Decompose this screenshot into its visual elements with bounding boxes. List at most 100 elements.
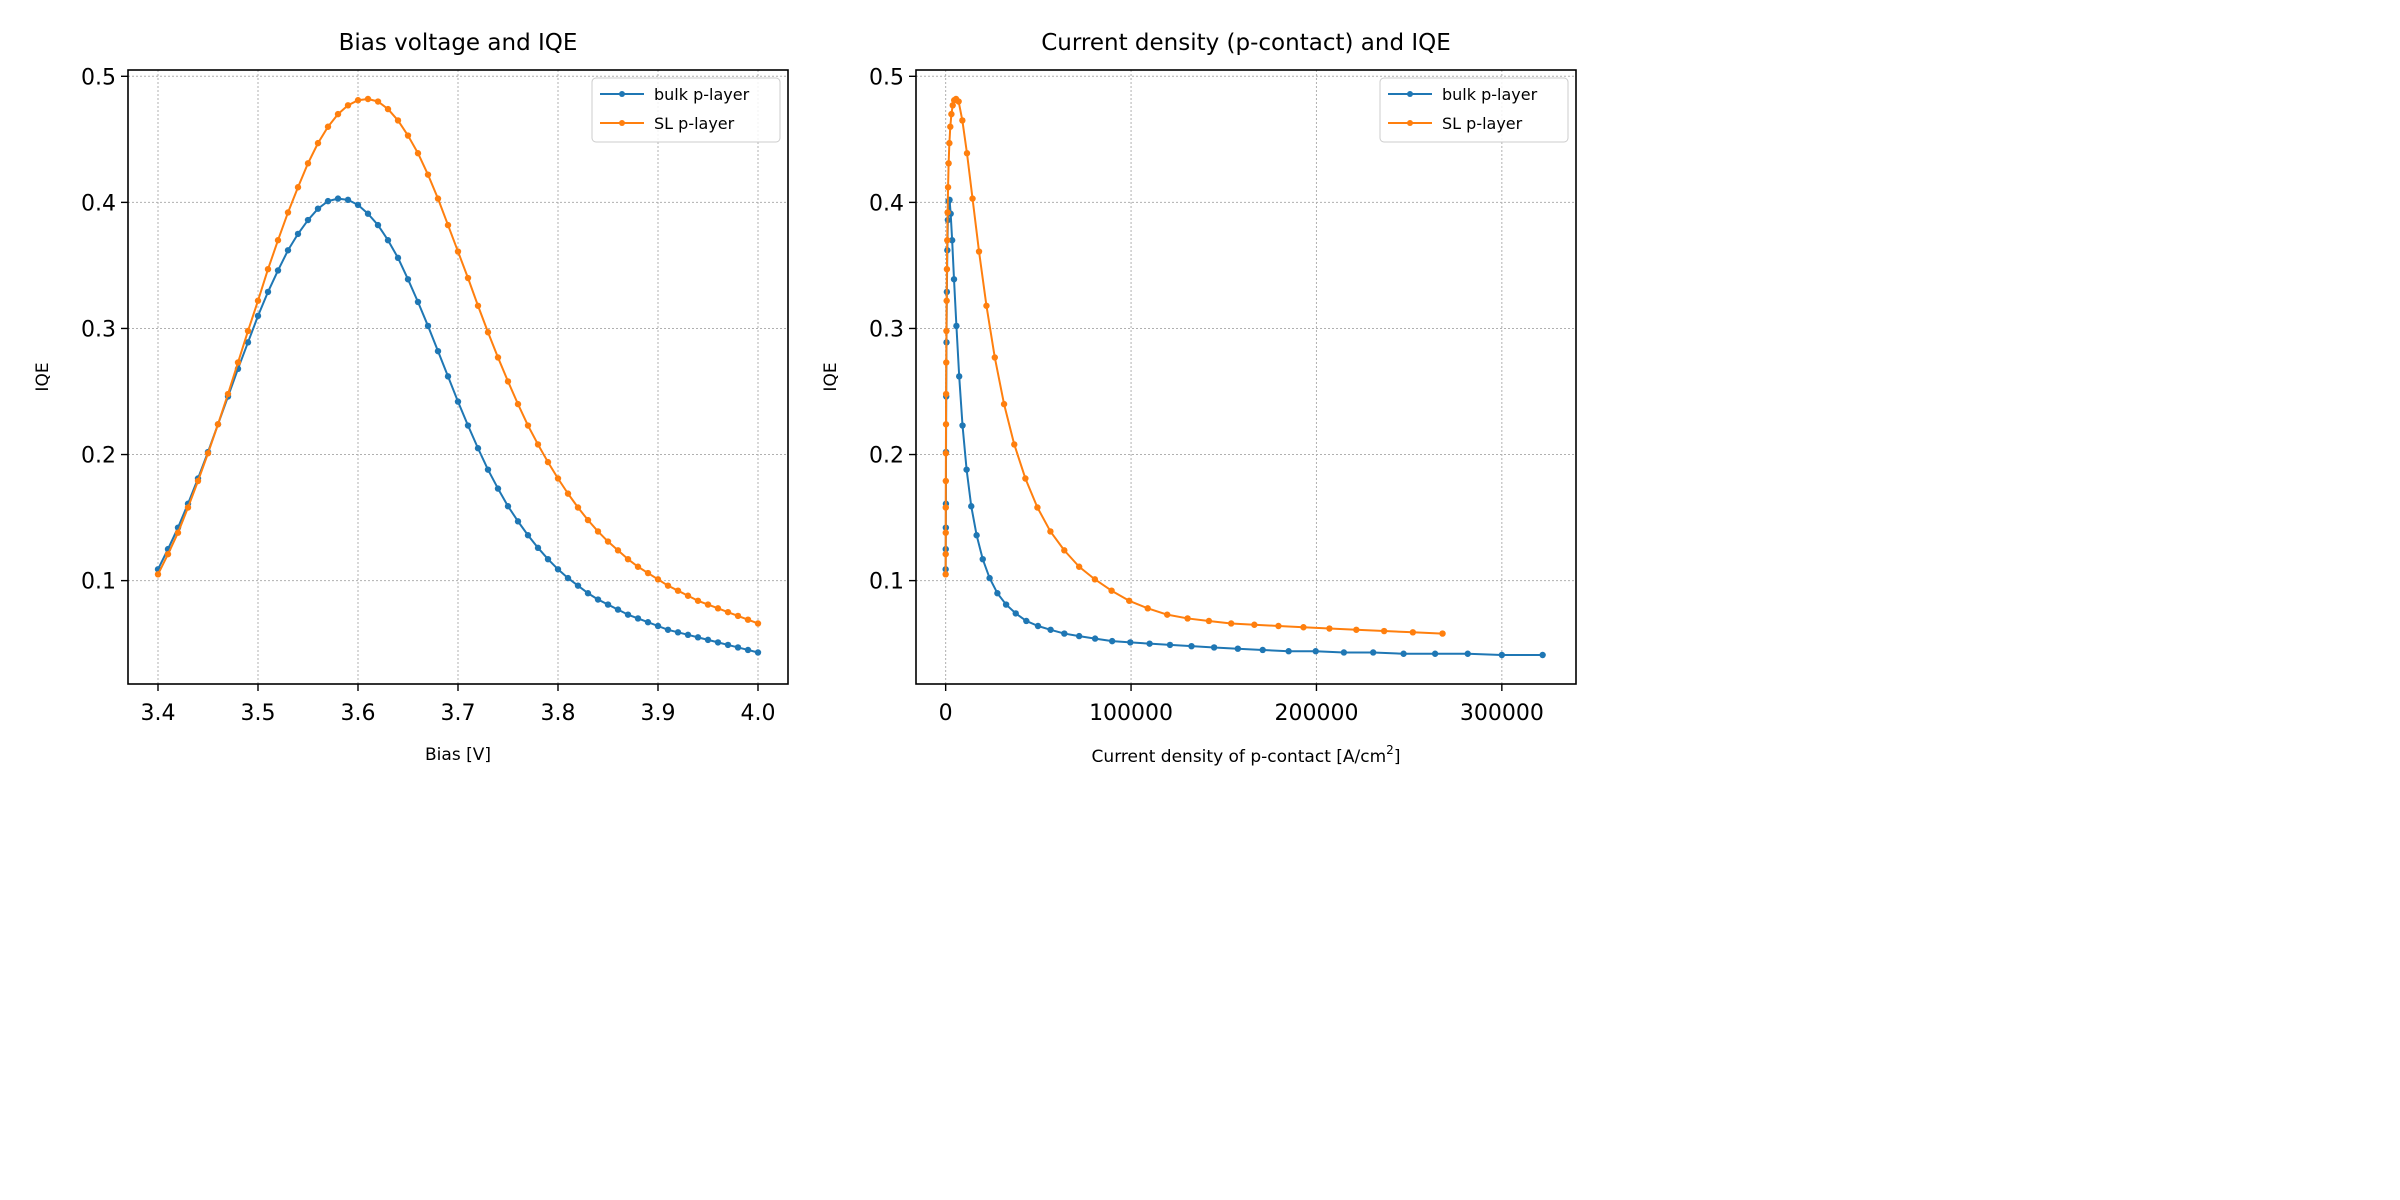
right-data-point-sl	[943, 297, 950, 304]
right-data-point-bulk	[953, 322, 960, 330]
right-data-point-bulk	[994, 590, 1001, 597]
left-data-point-sl	[734, 612, 742, 620]
left-data-point-bulk	[434, 347, 442, 355]
left-data-point-sl	[354, 97, 362, 104]
left-data-point-sl	[274, 237, 282, 244]
left-plot-frame	[127, 69, 789, 685]
left-x-axis-label: Bias [V]	[425, 745, 491, 765]
left-data-point-bulk	[464, 422, 472, 429]
left-data-point-bulk	[274, 267, 282, 274]
right-data-point-bulk	[1127, 639, 1134, 646]
right-data-point-bulk	[1166, 641, 1174, 649]
right-data-point-sl	[1184, 615, 1191, 622]
left-data-point-sl	[424, 171, 432, 178]
left-data-point-bulk	[354, 201, 362, 209]
right-data-point-sl	[1000, 400, 1008, 408]
right-data-point-sl	[955, 98, 962, 105]
right-data-point-sl	[942, 450, 950, 457]
left-data-point-bulk	[564, 574, 572, 582]
right-y-tick-label: 0.4	[869, 191, 904, 216]
left-data-point-bulk	[634, 615, 642, 622]
left-data-point-bulk	[404, 276, 412, 283]
left-data-point-bulk	[654, 622, 662, 630]
left-gridlines	[128, 70, 788, 684]
left-data-point-sl	[564, 490, 572, 497]
left-data-point-sl	[304, 160, 312, 167]
right-data-point-sl	[1380, 627, 1388, 635]
left-x-ticks: 3.4 3.5 3.6 3.7 3.8 3.9 4.0	[141, 684, 776, 726]
left-data-point-bulk	[344, 196, 352, 204]
right-data-point-sl	[1011, 441, 1018, 448]
left-data-point-sl	[514, 400, 522, 408]
right-data-point-sl	[975, 248, 983, 255]
left-legend: bulk p-layer SL p-layer	[591, 77, 781, 143]
left-legend-marker-bulk	[619, 91, 625, 97]
left-data-point-sl	[724, 608, 732, 616]
right-y-tick-label: 0.2	[869, 444, 904, 469]
right-data-point-sl	[1091, 576, 1099, 583]
right-data-point-bulk	[1210, 644, 1218, 651]
right-y-axis-label: IQE	[821, 362, 841, 391]
left-data-point-sl	[484, 329, 492, 336]
left-data-point-sl	[264, 266, 272, 273]
left-data-point-sl	[704, 601, 712, 608]
right-data-point-bulk	[1023, 617, 1030, 625]
right-data-point-bulk	[1012, 610, 1019, 617]
left-data-point-bulk	[574, 582, 582, 589]
right-data-point-sl	[959, 117, 966, 124]
right-data-point-bulk	[1075, 632, 1083, 640]
right-data-point-sl	[969, 195, 976, 202]
right-data-point-sl	[1353, 626, 1360, 633]
right-data-point-bulk	[1498, 651, 1506, 659]
left-data-point-bulk	[744, 646, 752, 654]
right-data-point-sl	[942, 477, 950, 485]
left-data-point-sl	[554, 475, 562, 482]
left-data-point-sl	[754, 620, 762, 627]
left-data-point-bulk	[734, 644, 742, 651]
left-chart-title: Bias voltage and IQE	[339, 30, 578, 56]
right-data-point-bulk	[1259, 646, 1266, 654]
right-data-point-bulk	[963, 466, 970, 473]
right-x-axis-label-end: ]	[1394, 747, 1401, 767]
right-data-point-bulk	[968, 503, 975, 510]
left-data-point-sl	[394, 117, 402, 124]
left-data-point-sl	[744, 616, 752, 623]
right-y-tick-label: 0.3	[869, 317, 904, 342]
right-data-point-bulk	[1061, 630, 1068, 637]
left-data-point-sl	[194, 477, 202, 485]
right-data-point-sl	[944, 237, 951, 244]
right-data-point-sl	[947, 123, 954, 130]
left-data-point-bulk	[304, 216, 312, 224]
left-x-tick-label: 3.4	[141, 701, 176, 726]
right-x-tick-label: 300000	[1460, 701, 1544, 726]
left-data-point-bulk	[704, 636, 712, 644]
right-data-point-bulk	[1047, 626, 1054, 633]
left-data-point-sl	[544, 458, 552, 466]
left-data-point-sl	[364, 95, 372, 103]
left-data-point-sl	[224, 390, 232, 398]
right-y-tick-label: 0.1	[869, 570, 904, 595]
right-data-point-bulk	[1431, 650, 1439, 657]
left-data-point-sl	[534, 441, 542, 448]
left-data-point-sl	[384, 105, 392, 113]
right-data-point-sl	[1300, 624, 1307, 631]
left-data-point-bulk	[334, 195, 342, 202]
right-data-point-bulk	[1034, 622, 1042, 630]
left-data-point-bulk	[324, 197, 332, 205]
left-data-point-bulk	[684, 631, 692, 639]
right-legend-marker-bulk	[1407, 91, 1413, 97]
right-data-point-bulk	[1108, 637, 1116, 645]
right-data-point-sl	[1022, 475, 1029, 482]
left-data-point-sl	[334, 110, 342, 118]
left-data-point-sl	[154, 571, 162, 578]
right-data-point-bulk	[986, 574, 993, 582]
left-data-point-sl	[434, 195, 442, 202]
right-data-point-bulk	[1188, 642, 1195, 650]
right-data-point-sl	[1108, 587, 1115, 594]
left-x-tick-label: 3.9	[641, 701, 676, 726]
right-legend-marker-sl	[1407, 120, 1413, 126]
right-data-point-sl	[1205, 617, 1213, 625]
left-data-point-bulk	[284, 247, 292, 254]
left-data-point-sl	[254, 297, 262, 304]
right-x-ticks: 0 100000 200000 300000	[939, 684, 1544, 726]
